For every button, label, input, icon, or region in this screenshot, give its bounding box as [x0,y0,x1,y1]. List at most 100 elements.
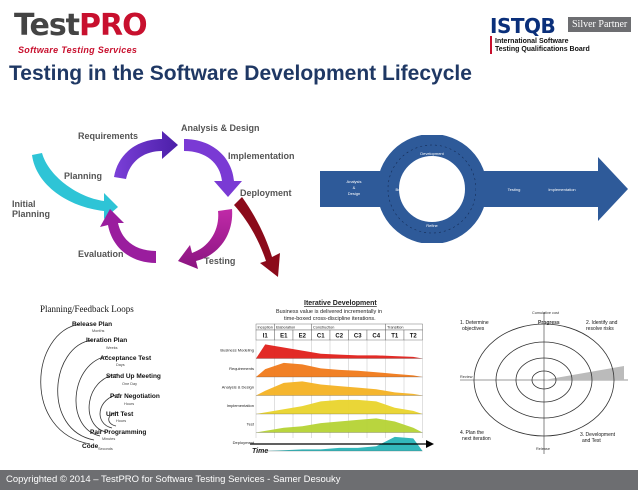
loop-item-acceptance-test: Acceptance Test [100,355,152,362]
ring-input-label-2: & [353,185,356,190]
discipline-labels: Business Modeling Requirements Analysis & … [220,347,254,445]
loop-arcs [40,323,121,445]
logo-brand-pro: PRO [79,8,148,43]
phase-label: Construction [313,326,334,330]
iteration-label: E2 [299,334,307,340]
cycle-arrow-bottom-left-icon [100,209,156,263]
discipline-band [256,344,423,359]
spiral-progress: Progress [538,320,560,326]
spiral-q2-line1: 2. Identify and [586,320,618,326]
time-arrow-icon [426,440,434,448]
time-label: Time [252,448,268,455]
iteration-label: C1 [317,334,325,340]
ring-label-development: Development [420,151,444,156]
spiral-q4-line2: next iteration [462,436,491,442]
iteration-label: C2 [335,334,343,340]
discipline-label: Test [247,421,255,426]
iterative-title: Iterative Development [304,300,377,307]
testpro-logo-brand: TestPRO [14,8,148,43]
discipline-band [256,381,423,396]
iteration-header: Inception Elaboration Construction Transiti… [255,323,423,341]
iterative-subtitle-1: Business value is delivered incrementall… [276,309,382,315]
spiral-q1-line1: 1. Determine [460,320,489,326]
iterative-ring-diagram: Analysis & Design Development Build Refi… [320,135,628,243]
spiral-loop-2 [515,357,573,403]
loop-arc-5 [99,393,121,429]
loop-arc-3 [75,355,109,437]
loop-period-2: Weeks [106,346,118,350]
loop-item-unit-test: Unit Test [106,411,134,418]
spiral-release: Release [536,447,550,451]
cycle-arrow-right-icon [178,209,233,269]
loop-item-code: Code [82,443,99,450]
spiral-model-diagram: 1. Determine objectives 2. Identify and … [460,311,628,454]
cycle-label-deployment: Deployment [240,188,292,198]
ring-label-build: Build [396,187,405,192]
logo-brand-test: Test [14,8,80,43]
loop-item-standup: Stand Up Meeting [106,373,161,380]
discipline-label: Analysis & Design [222,384,254,389]
spiral-loop-1 [531,370,557,390]
iteration-label: T1 [391,334,399,340]
iteration-label: C3 [354,334,362,340]
phase-label: Inception [258,326,273,330]
spiral-loop-3 [495,341,593,419]
cycle-label-implementation: Implementation [228,151,295,161]
loop-period-1: Months [92,329,105,333]
discipline-label: Deployment [233,440,255,445]
exit-arrow-icon [234,197,280,277]
cycle-arrow-top-right-icon [184,139,242,197]
ring-label-implementation: Implementation [548,187,575,192]
spiral-risk-wedge [544,366,624,380]
iteration-cell [403,329,423,341]
spiral-q2-line2: resolve risks [586,326,614,332]
loop-period-4: One Day [122,382,137,386]
cycle-label-initial-planning: Planning [12,209,50,219]
loop-item-pair-programming: Pair Programming [90,429,146,436]
discipline-band [256,399,423,414]
ring-label-testing: Testing [508,187,521,192]
loop-item-iteration-plan: Iteration Plan [86,337,127,344]
loop-period-7: Minutes [102,437,115,441]
initial-arrow-icon [32,153,118,219]
loop-period-5: Hours [124,402,134,406]
page-title: Testing in the Software Development Life… [9,62,472,85]
discipline-band [256,418,423,433]
cycle-label-analysis-design: Analysis & Design [181,123,260,133]
istqb-accent-bar [490,36,492,54]
sdlc-cycle-diagram: Requirements Analysis & Design Implement… [12,123,295,277]
istqb-subtitle: International Software Testing Qualifica… [495,38,590,54]
phase-label: Elaboration [276,326,295,330]
loops-title: Planning/Feedback Loops [40,304,134,314]
discipline-label: Business Modeling [220,347,254,352]
cycle-arrow-top-left-icon [114,131,178,179]
phase-label: Transition [387,326,404,330]
loop-arc-6 [108,411,119,427]
loop-item-release-plan: Release Plan [72,321,112,328]
footer-copyright: Copyrighted © 2014 – TestPRO for Softwar… [6,474,341,485]
iteration-label: T2 [410,334,418,340]
loop-period-3: Days [116,363,125,367]
discipline-label: Implementation [227,403,254,408]
loop-item-pair-negotiation: Pair Negotiation [110,393,160,400]
istqb-subtitle-line1: International Software [495,38,569,45]
feedback-loops-diagram: Planning/Feedback Loops Release Plan Ite… [40,304,161,451]
footer-bar: Copyrighted © 2014 – TestPRO for Softwar… [0,470,638,490]
istqb-wordmark: ISTQB [490,14,556,38]
iterative-subtitle-2: time-boxed cross-discipline iterations. [284,316,376,322]
ring-output-bar [476,171,600,207]
ring-label-refine: Refine [426,223,438,228]
ring-input-label-1: Analysis [347,179,362,184]
loop-arc-1 [40,323,91,445]
loop-arc-2 [57,339,95,441]
iteration-label: I1 [263,334,269,340]
ring-input-label-3: Design [348,191,360,196]
discipline-band [256,362,423,377]
discipline-bands [255,340,423,452]
loop-arc-4 [88,373,119,433]
cycle-label-planning: Planning [64,171,102,181]
spiral-cumulative-cost: Cumulative cost [532,311,560,315]
spiral-loop-4 [473,323,615,437]
ring-output-arrow-icon [598,157,628,221]
silver-partner-badge: Silver Partner [568,17,632,32]
